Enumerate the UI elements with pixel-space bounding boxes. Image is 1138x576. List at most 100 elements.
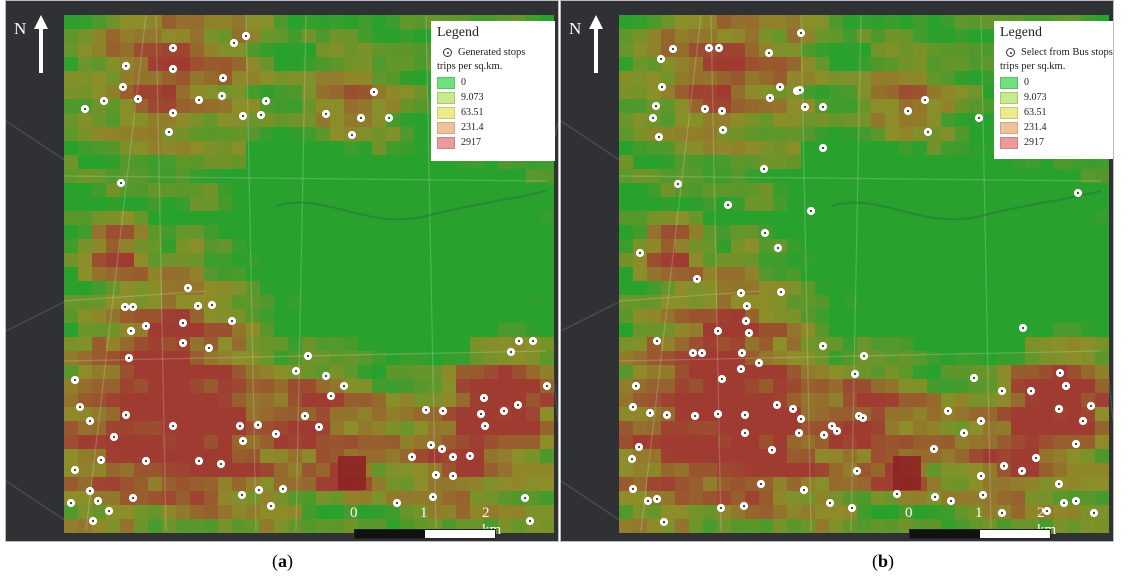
stop-marker-center (88, 489, 92, 493)
stop-marker-center (716, 329, 720, 333)
stop-marker-center (131, 305, 135, 309)
stop-marker-center (372, 90, 376, 94)
stop-marker-center (264, 99, 268, 103)
legend-swatch (437, 76, 455, 89)
stop-marker-center (441, 409, 445, 413)
stop-marker-center (979, 419, 983, 423)
stop-marker-center (739, 367, 743, 371)
stop-marker-center (1076, 191, 1080, 195)
stop-markers (66, 31, 552, 526)
stop-marker-center (830, 424, 834, 428)
legend-class-4: 2917 (437, 135, 549, 150)
stop-marker-center (1057, 407, 1061, 411)
legend-class-label: 9.073 (1024, 92, 1047, 103)
stop-marker-center (1089, 404, 1093, 408)
stop-marker-center (517, 339, 521, 343)
stop-marker-center (502, 409, 506, 413)
stop-marker-center (238, 424, 242, 428)
stop-marker-center (171, 111, 175, 115)
legend-stop-label: Generated stops (458, 47, 526, 58)
stop-marker-center (1074, 499, 1078, 503)
legend-class-label: 0 (461, 77, 466, 88)
stop-marker-center (775, 403, 779, 407)
stop-marker-center (306, 354, 310, 358)
stop-marker-center (124, 64, 128, 68)
stop-marker-center (822, 433, 826, 437)
stop-marker-center (240, 493, 244, 497)
stop-marker-center (107, 509, 111, 513)
stop-marker-center (977, 116, 981, 120)
stop-marker-center (523, 496, 527, 500)
stop-marker-center (637, 445, 641, 449)
stop-marker-center (659, 57, 663, 61)
stop-marker-center (743, 431, 747, 435)
stop-marker-center (197, 459, 201, 463)
stop-marker-center (96, 499, 100, 503)
legend-class-label: 231.4 (461, 122, 484, 133)
stop-marker-center (429, 443, 433, 447)
stop-marker-center (387, 116, 391, 120)
stop-marker-center (770, 448, 774, 452)
stop-marker-center (144, 459, 148, 463)
stop-marker-center (743, 413, 747, 417)
stop-marker-center (799, 31, 803, 35)
stop-marker-center (483, 424, 487, 428)
stop-marker-center (136, 97, 140, 101)
stop-marker-center (221, 76, 225, 80)
stop-marker-center (127, 356, 131, 360)
stop-marker-center (230, 319, 234, 323)
legend-swatch (437, 91, 455, 104)
stop-marker-center (479, 412, 483, 416)
stop-marker-center (648, 411, 652, 415)
stop-marker-center (324, 374, 328, 378)
map-panel-a: N Legend Generated stops trips per sq.km… (5, 0, 559, 542)
stop-marker-center (232, 41, 236, 45)
stop-marker-center (802, 488, 806, 492)
stop-marker-center (181, 341, 185, 345)
stop-marker-center (821, 105, 825, 109)
stop-marker-center (1034, 456, 1038, 460)
stop-marker-center (762, 167, 766, 171)
stop-marker-center (124, 413, 128, 417)
stop-marker-center (324, 112, 328, 116)
stop-marker-center (923, 98, 927, 102)
legend-class-0: 0 (437, 75, 549, 90)
stop-marker-center (691, 351, 695, 355)
stop-marker-center (933, 495, 937, 499)
stop-marker-center (676, 182, 680, 186)
stop-marker-center (821, 344, 825, 348)
legend-swatch (437, 136, 455, 149)
stop-marker-center (630, 457, 634, 461)
legend-swatch (1000, 136, 1018, 149)
stop-marker-center (739, 291, 743, 295)
stop-marker-center (651, 116, 655, 120)
legend-class-label: 2917 (461, 137, 481, 148)
stop-marker-center (144, 324, 148, 328)
stop-marker-center (862, 354, 866, 358)
stop-marker-center (719, 506, 723, 510)
stop-marker-center (861, 416, 865, 420)
stop-marker-center (196, 304, 200, 308)
stop-marker-center (171, 46, 175, 50)
stop-marker-center (294, 369, 298, 373)
stop-marker-center (1081, 419, 1085, 423)
stop-marker-center (434, 473, 438, 477)
stop-marker-center (798, 88, 802, 92)
stop-marker-center (73, 468, 77, 472)
stop-marker-center (440, 447, 444, 451)
stop-marker-center (181, 321, 185, 325)
stop-marker-center (73, 378, 77, 382)
stop-marker-center (631, 487, 635, 491)
stop-marker-center (693, 414, 697, 418)
stop-marker-center (744, 319, 748, 323)
stop-marker-center (219, 462, 223, 466)
stop-marker-center (197, 98, 201, 102)
scale-label-0: 0 (905, 505, 913, 521)
stop-marker-center (1064, 384, 1068, 388)
legend-b: Legend Select from Bus stops trips per s… (994, 21, 1113, 159)
stop-marker-center (759, 482, 763, 486)
legend-swatch (437, 121, 455, 134)
stop-marker-center (102, 99, 106, 103)
stop-marker-center (509, 350, 513, 354)
stop-marker-center (88, 419, 92, 423)
